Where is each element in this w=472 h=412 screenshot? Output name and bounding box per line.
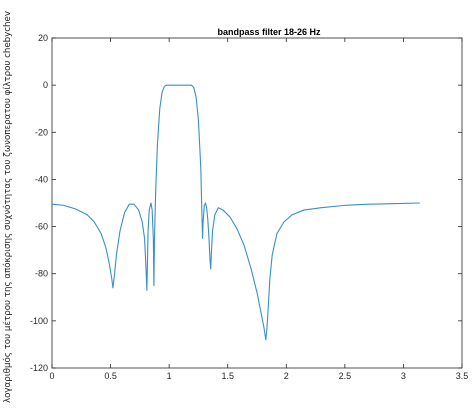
x-tick-label: 3 <box>401 371 406 381</box>
plot-area <box>51 37 463 369</box>
series-line <box>51 84 420 341</box>
x-tick-label: 1 <box>167 371 172 381</box>
y-tick-label: -20 <box>35 127 48 137</box>
series-layer <box>51 84 420 341</box>
y-tick-label: -100 <box>30 316 48 326</box>
y-axis-label: λογαριθμός του μέτρου της απόκρισης συχν… <box>2 10 13 403</box>
y-tick-label: -40 <box>35 174 48 184</box>
y-tick-label: -60 <box>35 222 48 232</box>
y-tick-label: -80 <box>35 269 48 279</box>
x-tick-label: 2.5 <box>339 371 352 381</box>
x-tick-label: 1.5 <box>221 371 234 381</box>
x-tick-label: 0.5 <box>104 371 117 381</box>
x-tick-label: 3.5 <box>456 371 469 381</box>
y-tick-label: 20 <box>38 33 48 43</box>
y-tick-label: 0 <box>43 80 48 90</box>
chart-title: bandpass filter 18-26 Hz <box>217 27 321 37</box>
axis-ticks: 0 0.5 1 1.5 2 2.5 3 3.5 -120 -100 -80 -60 -40 -20 0 20 <box>30 33 468 381</box>
y-tick-label: -120 <box>30 363 48 373</box>
x-tick-label: 0 <box>49 371 54 381</box>
x-tick-label: 2 <box>284 371 289 381</box>
